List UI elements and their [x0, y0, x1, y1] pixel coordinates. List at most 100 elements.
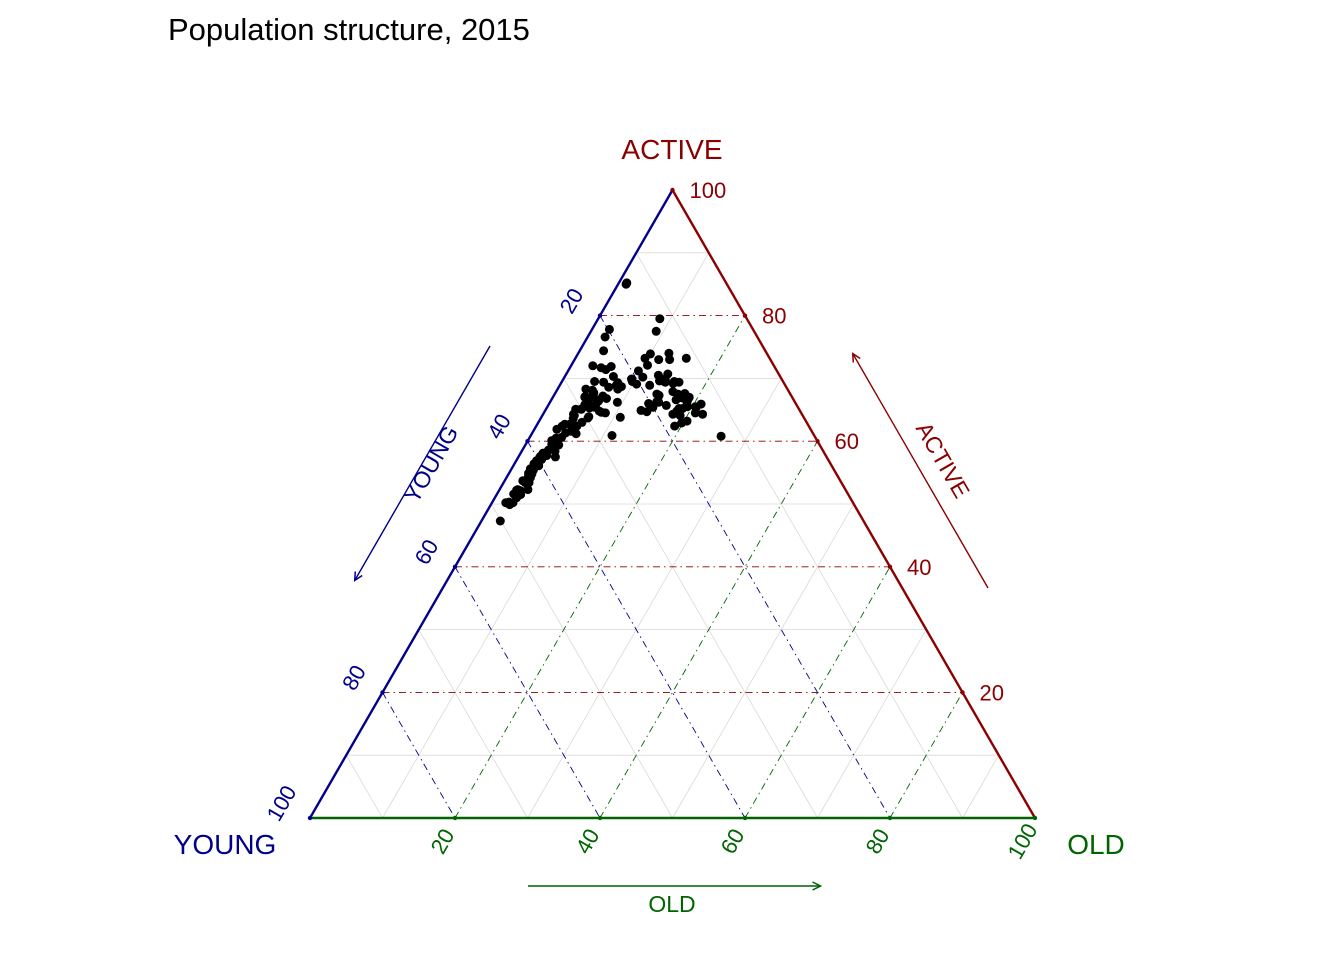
data-point	[583, 400, 593, 410]
data-point	[547, 439, 557, 449]
grid-minor-line	[345, 755, 383, 819]
grid-line-young-80	[382, 692, 456, 819]
data-point	[523, 485, 533, 495]
data-point	[670, 421, 680, 431]
tick-dot-old-80	[887, 815, 893, 821]
data-point	[590, 377, 600, 386]
data-point	[684, 394, 693, 403]
grid-minor-line	[817, 629, 927, 819]
data-point	[664, 348, 674, 358]
data-point	[654, 390, 664, 400]
tick-dot-young-100	[307, 815, 313, 821]
data-point	[599, 377, 609, 387]
grid-minor-line	[382, 252, 710, 819]
data-point	[660, 375, 670, 385]
data-point	[569, 409, 578, 419]
tick-label-active-40: 40	[907, 555, 931, 580]
corner-label-young: YOUNG	[174, 829, 277, 860]
data-point	[576, 404, 586, 414]
data-point	[566, 426, 576, 436]
young-axis-line	[308, 189, 674, 819]
data-point	[622, 278, 632, 288]
data-point	[537, 454, 547, 464]
tick-dot-old-100	[1032, 815, 1038, 821]
tick-label-old-20: 20	[426, 824, 460, 858]
data-point	[550, 452, 560, 462]
grid-line-old-80	[889, 692, 963, 819]
tick-label-old-40: 40	[571, 824, 605, 858]
data-point	[607, 431, 617, 440]
grid-minor-line	[635, 252, 963, 819]
data-point	[651, 326, 661, 336]
data-point	[671, 395, 681, 405]
tick-label-active-100: 100	[690, 178, 727, 203]
grid-line-young-40	[527, 440, 746, 819]
data-point	[580, 392, 590, 402]
data-point	[690, 402, 700, 412]
major-grid	[382, 315, 963, 819]
data-point	[608, 372, 618, 381]
tick-dot-young-60	[452, 564, 458, 569]
data-point	[615, 412, 625, 422]
minor-grid	[345, 252, 1000, 819]
grid-minor-line	[563, 378, 818, 819]
data-points	[495, 278, 726, 526]
corner-label-active: ACTIVE	[621, 134, 722, 165]
tick-dot-young-80	[380, 690, 385, 695]
tick-dot-young-40	[525, 439, 530, 444]
data-point	[583, 413, 593, 423]
grid-minor-line	[527, 378, 782, 819]
data-point	[600, 408, 610, 418]
corner-label-old: OLD	[1067, 829, 1125, 860]
data-point	[698, 409, 708, 419]
tick-label-young-40: 40	[482, 410, 516, 444]
data-point	[645, 380, 655, 390]
data-point	[661, 400, 671, 410]
data-point	[606, 362, 616, 371]
data-point	[592, 395, 602, 405]
data-point	[596, 363, 606, 373]
data-point	[643, 360, 652, 370]
tick-label-young-20: 20	[555, 284, 589, 318]
data-point	[682, 402, 692, 412]
tick-dot-active-20	[960, 690, 965, 695]
data-point	[515, 488, 525, 498]
data-point	[627, 377, 637, 386]
data-point	[668, 387, 678, 397]
tick-label-young-100: 100	[261, 781, 301, 825]
chart-title: Population structure, 2015	[168, 12, 530, 47]
grid-minor-line	[490, 503, 673, 819]
data-point	[611, 380, 621, 390]
data-point	[604, 324, 614, 334]
active-axis-arrow	[853, 354, 989, 589]
data-point	[681, 353, 691, 363]
tick-dot-active-60	[815, 439, 820, 444]
tick-dot-active-80	[742, 313, 748, 318]
tick-dot-old-40	[597, 815, 603, 821]
data-point	[495, 516, 505, 526]
tick-label-active-60: 60	[835, 429, 859, 454]
active-axis-line	[671, 189, 1037, 819]
data-point	[674, 377, 684, 387]
tick-label-young-60: 60	[410, 535, 444, 569]
data-point	[640, 353, 650, 363]
data-point	[599, 346, 609, 356]
tick-label-young-80: 80	[337, 661, 371, 695]
data-point	[648, 402, 658, 412]
grid-minor-line	[672, 503, 855, 819]
data-point	[654, 355, 664, 365]
data-point	[588, 361, 598, 371]
tick-label-active-20: 20	[980, 680, 1004, 705]
grid-line-old-40	[599, 440, 818, 819]
tick-label-active-80: 80	[762, 304, 786, 329]
tick-label-old-100: 100	[1002, 819, 1042, 863]
tick-dot-young-20	[597, 313, 603, 318]
young-axis-arrow	[355, 345, 491, 580]
young-axis-arrow-label: YOUNG	[399, 421, 464, 507]
data-point	[612, 397, 622, 407]
data-point	[572, 421, 582, 431]
tick-label-old-80: 80	[861, 824, 895, 858]
axis-tick-dots	[307, 187, 1038, 821]
